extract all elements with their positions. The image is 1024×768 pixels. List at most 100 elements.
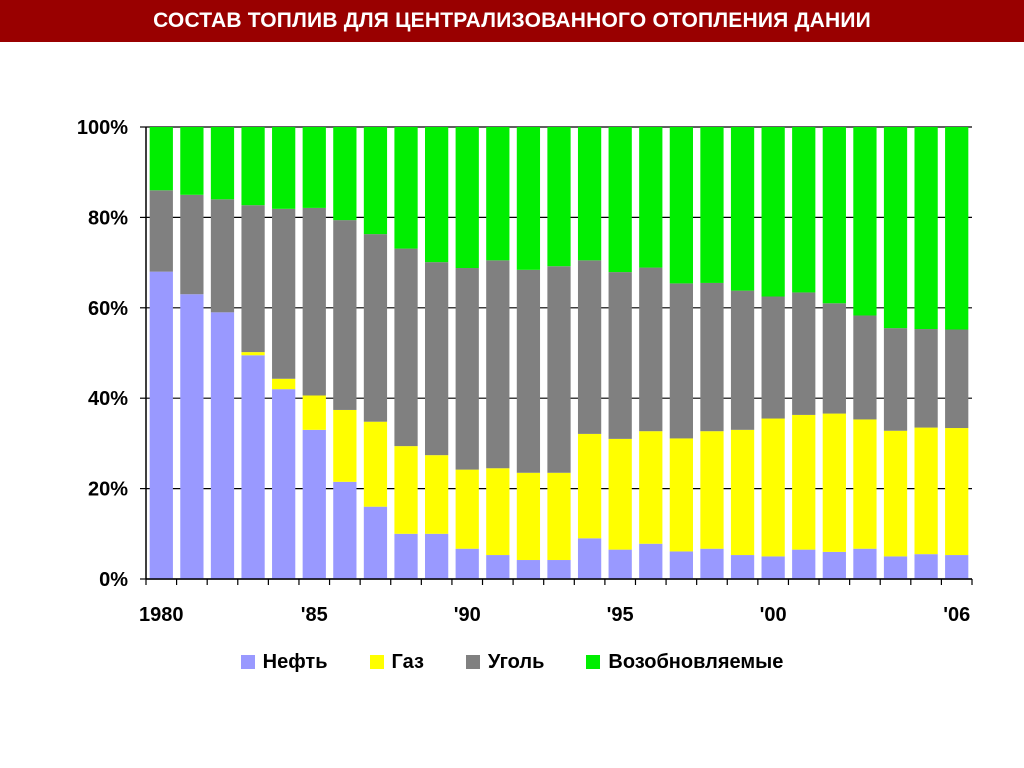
bar-segment-oil bbox=[792, 549, 816, 579]
bar-segment-gas bbox=[792, 414, 816, 550]
bar-segment-coal bbox=[210, 199, 235, 313]
bar-segment-coal bbox=[486, 260, 510, 469]
x-tick-label: '00 bbox=[760, 604, 787, 626]
bar-segment-oil bbox=[822, 551, 846, 579]
bar-segment-coal bbox=[547, 266, 571, 473]
bar-segment-oil bbox=[272, 389, 296, 579]
bar-segment-renewables bbox=[577, 127, 602, 261]
bar-segment-coal bbox=[302, 207, 326, 396]
bar-segment-renewables bbox=[455, 127, 479, 269]
bar-segment-coal bbox=[853, 315, 877, 420]
bar-segment-renewables bbox=[272, 127, 296, 209]
slide-title: СОСТАВ ТОПЛИВ ДЛЯ ЦЕНТРАЛИЗОВАННОГО ОТОП… bbox=[0, 0, 1024, 42]
bar-segment-gas bbox=[730, 429, 755, 556]
bar-segment-gas bbox=[761, 418, 785, 557]
bar-segment-coal bbox=[639, 267, 663, 432]
legend-swatch bbox=[369, 655, 384, 669]
bar-segment-gas bbox=[700, 431, 724, 549]
stacked-bar-chart: 0% 20% 40% 60% 80% 100% 1980 '85 '90 '95 '00 '06 bbox=[77, 117, 973, 626]
bar-segment-renewables bbox=[639, 127, 663, 268]
bar-segment-renewables bbox=[914, 127, 938, 330]
x-tick-label: 1980 bbox=[139, 604, 184, 626]
bar-segment-coal bbox=[761, 296, 785, 419]
bar-segment-coal bbox=[669, 283, 693, 439]
bar-segment-oil bbox=[241, 355, 265, 579]
bar-segment-gas bbox=[608, 438, 632, 550]
bar-segment-coal bbox=[792, 292, 816, 415]
bar-segment-coal bbox=[730, 290, 755, 430]
legend-item: Газ bbox=[369, 651, 424, 674]
bar-segment-gas bbox=[425, 455, 449, 534]
bar-segment-oil bbox=[455, 548, 479, 579]
bar-segment-gas bbox=[547, 472, 571, 561]
bar-segment-renewables bbox=[302, 127, 326, 208]
bar-segment-oil bbox=[333, 481, 357, 579]
bar-segment-renewables bbox=[547, 127, 571, 267]
y-tick-label: 100% bbox=[77, 117, 128, 139]
bar-segment-renewables bbox=[394, 127, 418, 249]
bar-segment-oil bbox=[730, 555, 755, 579]
y-tick-label: 40% bbox=[88, 388, 128, 410]
bar-segment-oil bbox=[363, 506, 388, 579]
bar-segment-oil bbox=[639, 543, 663, 579]
bar-segment-gas bbox=[486, 468, 510, 556]
y-tick-label: 0% bbox=[99, 569, 128, 591]
bar-segment-renewables bbox=[883, 127, 908, 329]
bar-segment-coal bbox=[180, 194, 204, 295]
bar-segment-oil bbox=[853, 548, 877, 579]
x-tick-label: '90 bbox=[454, 604, 481, 626]
bar-segment-oil bbox=[180, 294, 204, 579]
bar-segment-oil bbox=[425, 533, 449, 579]
bar-segment-coal bbox=[608, 272, 632, 439]
bar-segment-renewables bbox=[516, 127, 541, 270]
bar-segment-renewables bbox=[241, 127, 265, 206]
bar-segment-renewables bbox=[669, 127, 693, 284]
bar-segment-renewables bbox=[180, 127, 204, 195]
bar-segment-coal bbox=[149, 190, 173, 272]
x-tick-label: '95 bbox=[607, 604, 634, 626]
bar-segment-gas bbox=[853, 419, 877, 549]
bar-segment-gas bbox=[394, 446, 418, 534]
bar-segment-renewables bbox=[700, 127, 724, 283]
bar-segment-oil bbox=[883, 556, 908, 579]
legend-swatch bbox=[586, 655, 601, 669]
bar-segment-oil bbox=[761, 556, 785, 579]
bar-segment-oil bbox=[149, 271, 173, 579]
bar-segment-gas bbox=[914, 427, 938, 555]
bar-segment-oil bbox=[669, 551, 693, 579]
bar-segment-gas bbox=[822, 413, 846, 552]
legend-label: Уголь bbox=[487, 650, 545, 673]
bar-segment-gas bbox=[272, 378, 296, 390]
bar-segment-renewables bbox=[822, 127, 846, 304]
chart-legend: Нефть Газ Уголь Возобновляемые bbox=[0, 648, 1024, 676]
bar-segment-renewables bbox=[486, 127, 510, 261]
bar-segment-oil bbox=[302, 429, 326, 579]
bar-segment-renewables bbox=[363, 127, 388, 235]
bar-segment-renewables bbox=[333, 127, 357, 221]
bar-segment-coal bbox=[883, 328, 908, 431]
bar-segment-oil bbox=[547, 560, 571, 579]
bar-segment-oil bbox=[516, 560, 541, 579]
bar-segment-oil bbox=[394, 533, 418, 579]
bar-segment-renewables bbox=[149, 127, 173, 191]
bar-segment-coal bbox=[425, 262, 449, 456]
bar-segment-gas bbox=[883, 430, 908, 557]
bar-segment-coal bbox=[272, 208, 296, 379]
bar-segment-gas bbox=[363, 421, 388, 507]
bar-segment-oil bbox=[945, 555, 969, 579]
bar-segment-coal bbox=[394, 248, 418, 447]
bar-segment-coal bbox=[914, 329, 938, 428]
x-tick-label: '06 bbox=[943, 604, 970, 626]
legend-label: Нефть bbox=[262, 650, 328, 673]
slide-title-text: СОСТАВ ТОПЛИВ ДЛЯ ЦЕНТРАЛИЗОВАННОГО ОТОП… bbox=[153, 9, 871, 32]
bar-segment-oil bbox=[608, 549, 632, 579]
bar-segment-coal bbox=[822, 303, 846, 414]
bar-segment-gas bbox=[241, 352, 265, 356]
legend-item: Уголь bbox=[465, 650, 545, 674]
bar-segment-gas bbox=[516, 472, 541, 561]
legend-swatch bbox=[240, 655, 255, 669]
bar-segment-renewables bbox=[853, 127, 877, 316]
bar-segment-oil bbox=[210, 312, 235, 579]
bar-segment-coal bbox=[455, 268, 479, 470]
bar-segment-coal bbox=[516, 269, 541, 473]
